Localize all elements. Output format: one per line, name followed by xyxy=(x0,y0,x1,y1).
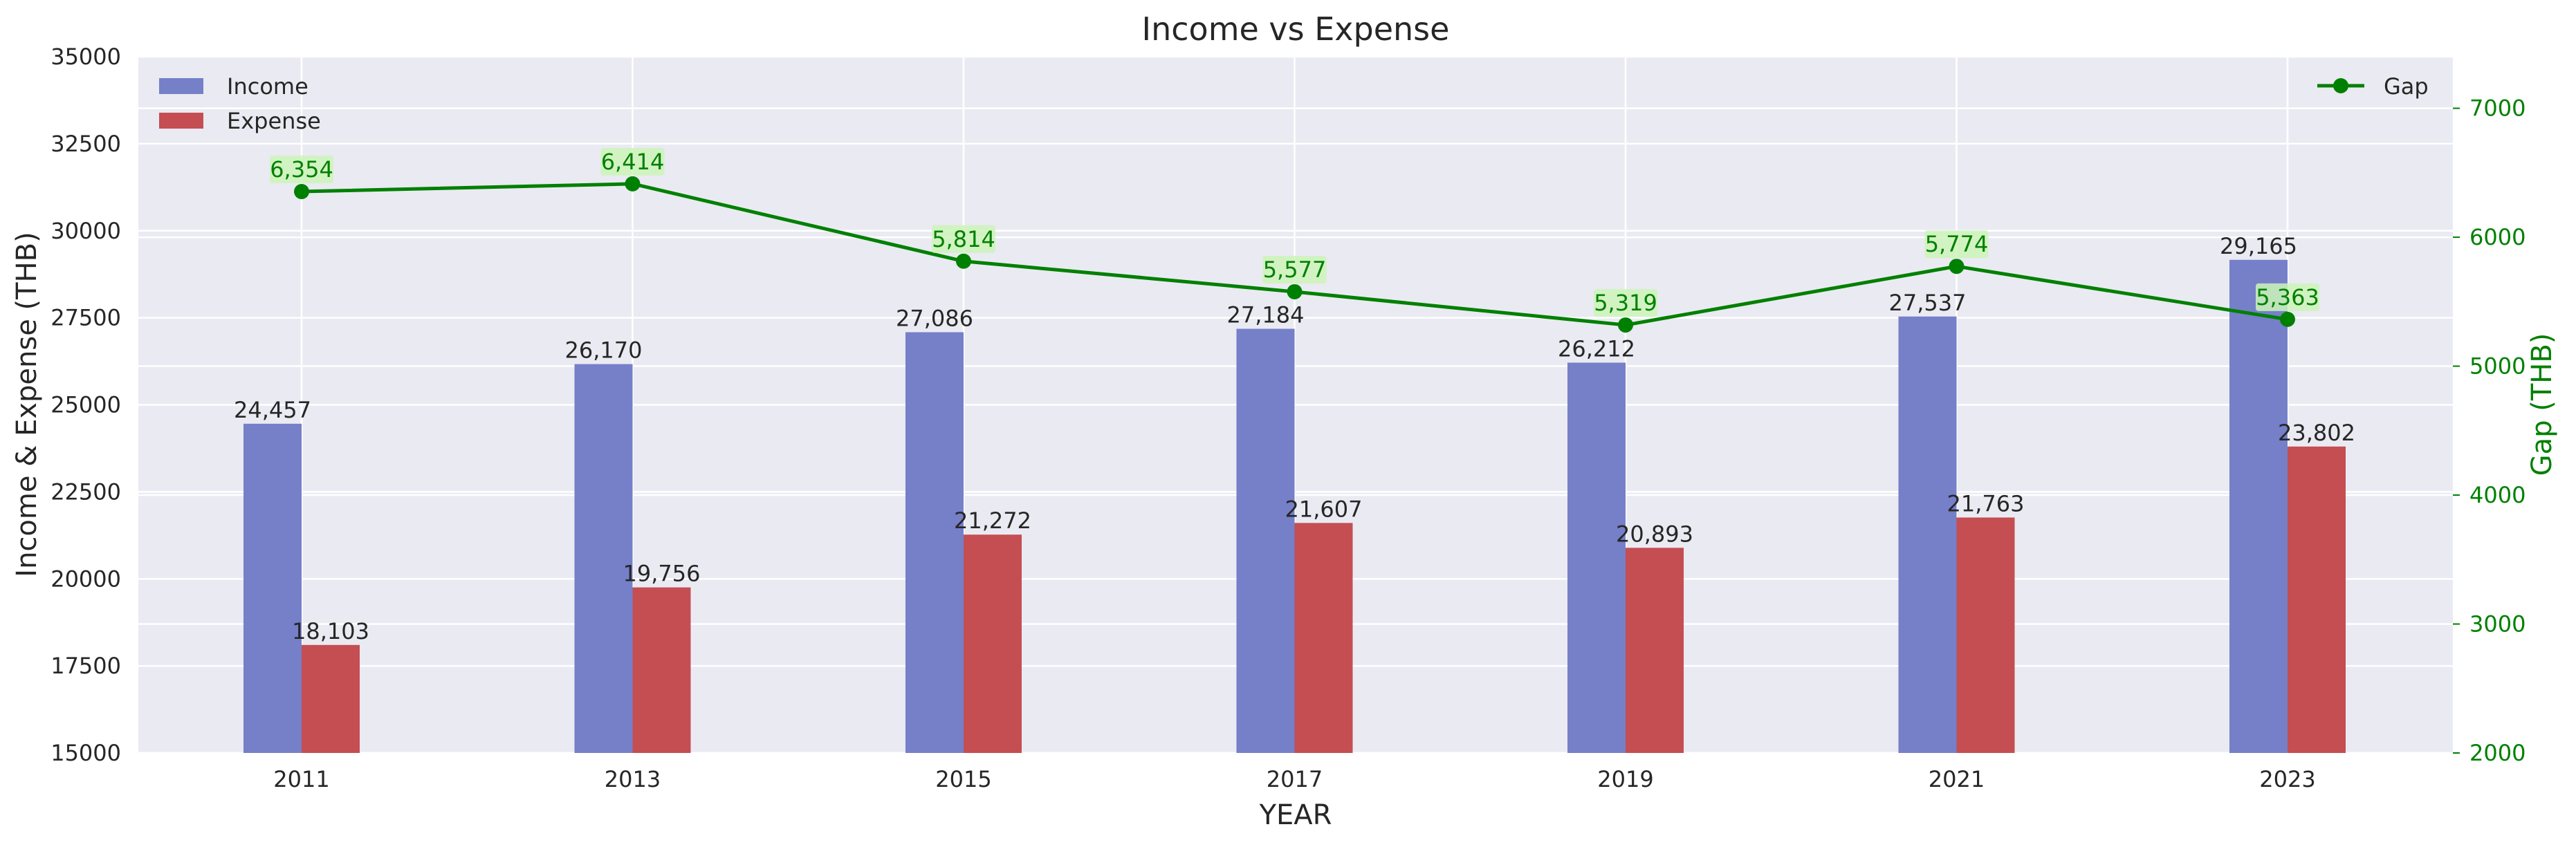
y-tick-label: 32500 xyxy=(50,131,121,157)
legend-marker-gap xyxy=(2333,78,2348,93)
bar-income xyxy=(1567,362,1626,753)
legend-label-expense: Expense xyxy=(227,108,321,134)
bar-income xyxy=(1898,316,1957,753)
gap-label-box xyxy=(1262,255,1327,283)
gap-label-box xyxy=(2256,283,2319,311)
gap-label-box xyxy=(270,156,333,184)
x-tick-label: 2019 xyxy=(1597,766,1653,792)
gap-label: 5,577 xyxy=(1263,257,1327,283)
bar-label-income: 24,457 xyxy=(234,397,311,423)
y-tick-label: 17500 xyxy=(50,653,121,679)
bar-income xyxy=(905,332,964,753)
y2-tick-label: 3000 xyxy=(2469,611,2526,637)
gap-label-box xyxy=(1594,289,1657,317)
bar-labels-layer: 24,457 18,103 26,170 19,756 27,086 21,272 27,1… xyxy=(234,233,2355,644)
y-tick-label: 35000 xyxy=(50,44,121,70)
gap-label: 5,774 xyxy=(1925,231,1989,257)
bar-label-expense: 21,272 xyxy=(954,508,1031,534)
y-tick-label: 30000 xyxy=(50,218,121,244)
bars-layer xyxy=(243,259,2346,753)
legend-swatch-income xyxy=(159,78,203,94)
y2-tick-label: 2000 xyxy=(2469,740,2526,766)
bar-label-income: 26,170 xyxy=(565,337,643,364)
y2-tick-label: 6000 xyxy=(2469,224,2526,250)
bar-income xyxy=(2229,259,2288,753)
bar-expense xyxy=(1626,548,1684,753)
bar-expense xyxy=(632,587,691,753)
bar-label-expense: 19,756 xyxy=(623,561,701,587)
bar-expense xyxy=(1294,523,1353,753)
bar-income xyxy=(1236,328,1295,753)
gap-point xyxy=(1618,317,1633,333)
y-tick-label: 22500 xyxy=(50,478,121,505)
bar-label-income: 29,165 xyxy=(2220,233,2297,259)
x-tick-label: 2013 xyxy=(605,766,661,792)
bar-label-expense: 21,763 xyxy=(1947,490,2025,516)
gap-point xyxy=(1949,259,1965,274)
bar-label-expense: 21,607 xyxy=(1285,496,1363,522)
gap-label: 5,814 xyxy=(932,226,995,252)
gap-label-box xyxy=(1924,230,1989,259)
bar-label-income: 26,212 xyxy=(1558,335,1635,362)
y-tick-label: 15000 xyxy=(50,740,121,766)
x-axis-title: YEAR xyxy=(1259,799,1332,831)
bar-expense xyxy=(1956,517,2015,753)
y2-axis-title: Gap (THB) xyxy=(2526,333,2558,476)
gap-point xyxy=(2280,311,2295,327)
y-tick-label: 27500 xyxy=(50,305,121,331)
gap-point xyxy=(1287,283,1303,299)
gap-label: 5,363 xyxy=(2256,284,2319,310)
axes-layer: 15000 17500 20000 22500 25000 27500 30000 32500… xyxy=(50,44,2526,792)
legend-label-gap: Gap xyxy=(2384,73,2429,100)
gap-point xyxy=(625,176,641,192)
y-tick-label: 25000 xyxy=(50,392,121,418)
bar-label-expense: 18,103 xyxy=(292,618,369,644)
gap-point xyxy=(956,253,971,269)
x-tick-label: 2017 xyxy=(1267,766,1323,792)
gap-label-box xyxy=(600,147,665,176)
legend-swatch-expense xyxy=(159,113,203,129)
gap-label: 6,354 xyxy=(270,156,333,183)
y2-tick-label: 5000 xyxy=(2469,353,2526,380)
bar-income xyxy=(574,364,633,753)
legend-left: Income Expense xyxy=(159,73,321,134)
bar-label-income: 27,537 xyxy=(1889,290,1967,316)
gap-line-layer: 6,354 6,414 5,814 5,577 5,319 5,774 5,363 xyxy=(270,147,2319,333)
x-tick-label: 2023 xyxy=(2259,766,2315,792)
x-tick-label: 2021 xyxy=(1929,766,1985,792)
y2-tick-label: 4000 xyxy=(2469,482,2526,508)
x-tick-label: 2011 xyxy=(273,766,329,792)
chart-title: Income vs Expense xyxy=(1142,10,1450,48)
bar-income xyxy=(243,423,302,753)
gap-point xyxy=(294,184,309,200)
bar-expense xyxy=(2288,446,2346,753)
gap-label-box xyxy=(932,225,995,253)
gap-label: 5,319 xyxy=(1594,290,1657,316)
bar-label-expense: 23,802 xyxy=(2278,420,2355,446)
legend-label-income: Income xyxy=(227,73,309,100)
y-tick-label: 20000 xyxy=(50,566,121,592)
bar-expense xyxy=(964,534,1022,753)
legend-right: Gap xyxy=(2317,73,2429,100)
gap-label: 6,414 xyxy=(601,149,665,175)
bar-expense xyxy=(302,644,360,753)
x-tick-label: 2015 xyxy=(935,766,991,792)
bar-label-income: 27,184 xyxy=(1227,302,1305,328)
bar-label-expense: 20,893 xyxy=(1616,521,1693,547)
y-axis-title: Income & Expense (THB) xyxy=(11,232,43,577)
y2-tick-label: 7000 xyxy=(2469,95,2526,122)
bar-label-income: 27,086 xyxy=(896,305,973,331)
